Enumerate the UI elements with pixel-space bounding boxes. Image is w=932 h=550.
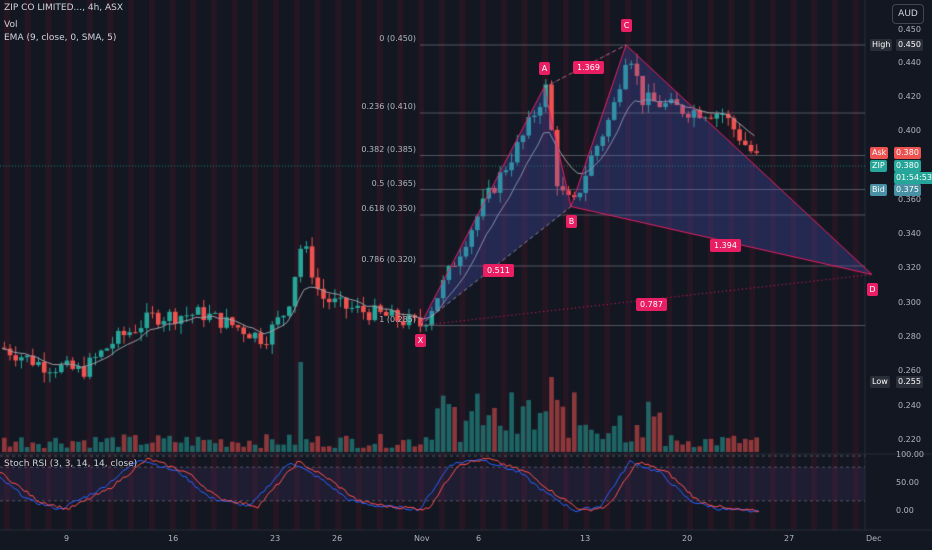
pattern-point-a[interactable]: A — [539, 61, 550, 75]
price-axis-tick: 0.400 — [898, 126, 921, 135]
stoch-axis-tick: 0.00 — [896, 506, 914, 515]
price-axis-tick: 0.440 — [898, 58, 921, 67]
time-axis-tick: Dec — [866, 534, 882, 543]
bid-value: 0.375 — [894, 184, 921, 196]
fib-level-label: 0.5 (0.365) — [371, 178, 416, 188]
pattern-point-c[interactable]: C — [621, 19, 632, 32]
time-axis-tick: 27 — [784, 534, 795, 543]
price-axis-tick: 0.360 — [898, 195, 921, 204]
price-axis-tick: 0.300 — [898, 298, 921, 307]
price-axis-tick: 0.280 — [898, 332, 921, 341]
fib-level-label: 0.618 (0.350) — [361, 204, 416, 213]
fib-level-label: 1 (0.285) — [379, 314, 416, 324]
low-label: Low — [870, 376, 890, 388]
symbol-title[interactable]: ZIP CO LIMITED..., 4h, ASX — [4, 3, 124, 13]
time-axis-tick: 6 — [476, 534, 482, 543]
last-price-value: 0.380 — [894, 160, 921, 172]
time-axis-tick: 20 — [682, 534, 693, 543]
pattern-ratio-label: 1.369 — [573, 61, 604, 74]
ask-value: 0.380 — [894, 147, 921, 159]
high-label: High — [870, 39, 893, 51]
price-axis-tick: 0.420 — [898, 92, 921, 101]
ask-label: Ask — [870, 147, 889, 159]
currency-button[interactable]: AUD — [892, 4, 924, 24]
high-value: 0.450 — [896, 39, 923, 51]
pattern-ratio-label: 0.787 — [636, 298, 667, 311]
pattern-ratio-label: 1.394 — [710, 239, 741, 252]
stoch-axis-tick: 100.00 — [896, 450, 924, 459]
price-axis-tick: 0.260 — [898, 366, 921, 375]
price-axis-tick: 0.340 — [898, 229, 921, 238]
fib-level-label: 0 (0.450) — [379, 34, 416, 43]
stoch-rsi-label[interactable]: Stoch RSI (3, 3, 14, 14, close) — [4, 459, 138, 469]
fib-level-label: 0.236 (0.410) — [361, 102, 416, 111]
ema-indicator-label[interactable]: EMA (9, close, 0, SMA, 5) — [4, 33, 117, 43]
time-axis-tick: Nov — [414, 534, 430, 543]
price-axis-tick: 0.450 — [898, 25, 921, 34]
last-symbol-label: ZIP — [870, 160, 887, 172]
bid-label: Bid — [870, 184, 887, 196]
pattern-point-b[interactable]: B — [566, 214, 577, 228]
stoch-axis-tick: 50.00 — [896, 478, 919, 487]
fib-level-label: 0.786 (0.320) — [361, 255, 416, 264]
price-axis-tick: 0.240 — [898, 401, 921, 410]
price-axis-tick: 0.220 — [898, 435, 921, 444]
price-axis-tick: 0.320 — [898, 263, 921, 272]
time-axis-tick: 13 — [580, 534, 591, 543]
time-axis-tick: 16 — [168, 534, 179, 543]
time-axis-tick: 9 — [64, 534, 70, 543]
pattern-ratio-label: 0.511 — [483, 264, 514, 277]
fib-level-label: 0.382 (0.385) — [361, 144, 416, 154]
volume-indicator-label[interactable]: Vol — [4, 20, 18, 30]
pattern-point-d[interactable]: D — [867, 282, 878, 296]
time-axis-tick: 23 — [270, 534, 281, 543]
pattern-point-x[interactable]: X — [415, 333, 426, 347]
time-axis-tick: 26 — [332, 534, 343, 543]
low-value: 0.255 — [896, 376, 923, 388]
candle-countdown: 01:54:53 — [894, 172, 932, 184]
